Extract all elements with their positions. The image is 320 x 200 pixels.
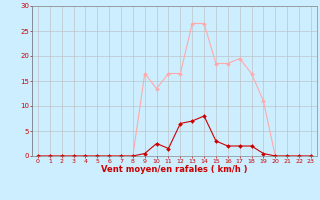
X-axis label: Vent moyen/en rafales ( km/h ): Vent moyen/en rafales ( km/h ) xyxy=(101,165,248,174)
